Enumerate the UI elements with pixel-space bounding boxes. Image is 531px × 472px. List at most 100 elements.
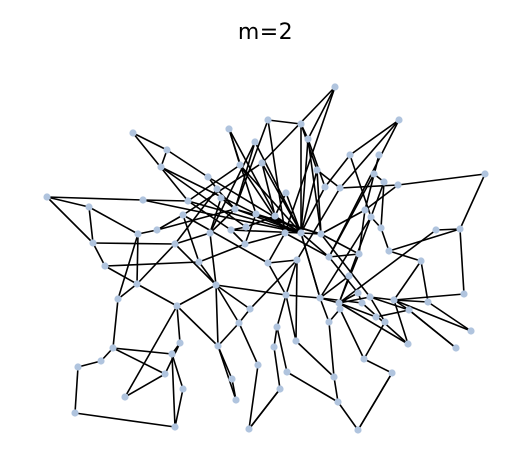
graph-node — [334, 398, 341, 405]
graph-node — [360, 355, 367, 362]
graph-node — [283, 368, 290, 375]
graph-node — [270, 343, 277, 350]
graph-edge — [137, 284, 177, 306]
graph-edge — [286, 295, 296, 341]
graph-node — [481, 170, 488, 177]
graph-node — [235, 319, 242, 326]
graph-node — [242, 223, 249, 230]
graph-node — [405, 306, 412, 313]
graph-edge — [381, 228, 389, 251]
graph-node — [367, 213, 374, 220]
graph-edge — [334, 377, 338, 402]
graph-node — [354, 426, 361, 433]
graph-node — [331, 83, 338, 90]
graph-edge — [177, 306, 180, 343]
graph-edge — [460, 174, 485, 229]
graph-node — [297, 229, 304, 236]
graph-node — [381, 318, 388, 325]
graph-node — [134, 230, 141, 237]
graph-node — [361, 206, 368, 213]
graph-node — [228, 375, 235, 382]
graph-edge — [133, 133, 167, 150]
graph-node — [325, 253, 332, 260]
graph-node — [452, 344, 459, 351]
graph-node — [225, 125, 232, 132]
graph-edge — [93, 243, 105, 266]
graph-node — [246, 305, 253, 312]
graph-node — [460, 290, 467, 297]
graph-edge — [75, 367, 78, 413]
graph-edge — [421, 261, 428, 302]
graph-node — [276, 385, 283, 392]
graph-node — [258, 159, 265, 166]
graph-node — [380, 178, 387, 185]
graph-edge — [350, 120, 399, 155]
graph-edge — [277, 295, 286, 327]
graph-node — [214, 342, 221, 349]
graph-node — [281, 229, 288, 236]
graph-node — [133, 280, 140, 287]
graph-node — [317, 230, 324, 237]
graph-node — [377, 224, 384, 231]
graph-node — [354, 289, 361, 296]
graph-node — [195, 258, 202, 265]
graph-node — [321, 183, 328, 190]
graph-edge — [218, 323, 239, 346]
graph-node — [161, 370, 168, 377]
graph-edge — [301, 233, 320, 298]
graph-edge — [89, 207, 93, 243]
graph-node — [366, 293, 373, 300]
graph-node — [213, 185, 220, 192]
graph-node — [97, 357, 104, 364]
graph-edge — [105, 262, 199, 266]
graph-node — [153, 226, 160, 233]
graph-node — [345, 272, 352, 279]
graph-edge — [137, 234, 138, 284]
graph-node — [313, 166, 320, 173]
graph-node — [157, 163, 164, 170]
graph-node — [297, 120, 304, 127]
graph-node — [212, 281, 219, 288]
graph-node — [139, 196, 146, 203]
graph-edge — [358, 373, 392, 430]
graph-node — [330, 373, 337, 380]
graph-node — [388, 369, 395, 376]
graph-edge — [268, 120, 301, 124]
graph-node — [271, 212, 278, 219]
graph-edge — [47, 197, 143, 200]
graph-edge — [287, 372, 338, 402]
graph-node — [335, 299, 342, 306]
graph-node — [264, 116, 271, 123]
graph-edge — [296, 260, 297, 341]
graph-edge — [340, 185, 398, 188]
graph-node — [456, 225, 463, 232]
graph-node — [114, 295, 121, 302]
graph-node — [358, 299, 365, 306]
graph-edge — [268, 260, 297, 263]
graph-node — [394, 181, 401, 188]
graph-node — [385, 247, 392, 254]
graph-edge — [216, 285, 286, 295]
graph-node — [232, 396, 239, 403]
graph-node — [404, 340, 411, 347]
graph-node — [204, 173, 211, 180]
graph-edge — [113, 299, 118, 348]
graph-edge — [460, 229, 464, 294]
graph-node — [109, 344, 116, 351]
graph-node — [293, 256, 300, 263]
graph-edge — [389, 229, 460, 251]
graph-node — [179, 211, 186, 218]
graph-node — [417, 257, 424, 264]
graph-node — [173, 302, 180, 309]
graph-edge — [376, 310, 409, 317]
graph-node — [171, 423, 178, 430]
graph-edge — [47, 197, 93, 243]
graph-edge — [320, 298, 329, 322]
graph-edge — [218, 346, 236, 400]
graph-node — [282, 291, 289, 298]
graph-edge — [325, 155, 350, 187]
graph-node — [184, 197, 191, 204]
graph-edge — [75, 413, 175, 427]
graph-node — [273, 323, 280, 330]
